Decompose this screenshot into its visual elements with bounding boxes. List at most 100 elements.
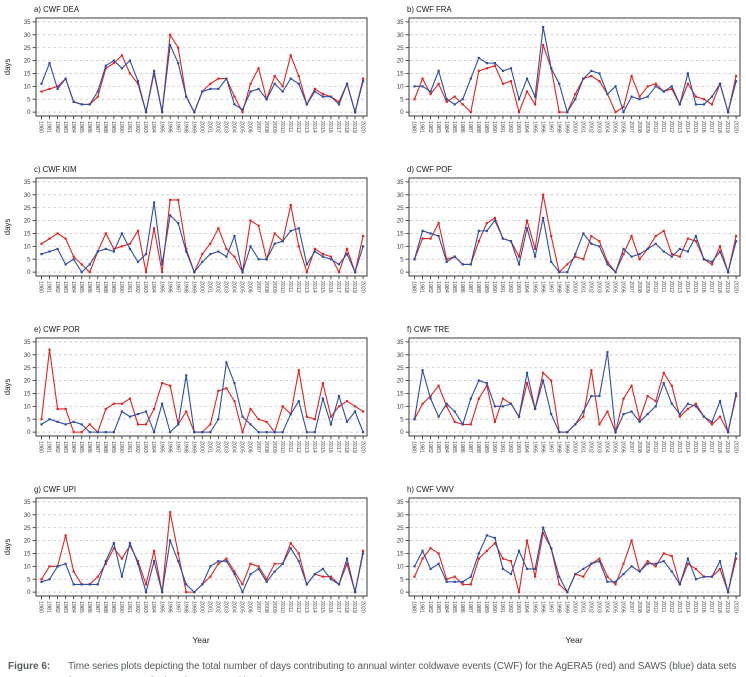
y-tick-label: 35 xyxy=(24,19,31,26)
x-tick-label: 1997 xyxy=(547,601,553,613)
y-axis-label: days xyxy=(3,379,12,396)
x-tick-label: 1997 xyxy=(547,441,553,453)
data-point-agera5 xyxy=(136,229,140,232)
data-point-agera5 xyxy=(185,591,188,594)
data-point-agera5 xyxy=(710,423,714,426)
data-point-agera5 xyxy=(501,397,505,400)
data-point-saws xyxy=(421,549,424,552)
data-point-agera5 xyxy=(678,255,681,258)
data-point-agera5 xyxy=(233,255,236,258)
data-point-agera5 xyxy=(209,423,212,426)
x-tick-label: 1995 xyxy=(158,121,164,133)
x-tick-label: 2000 xyxy=(572,601,578,613)
data-point-saws xyxy=(493,405,496,408)
data-point-saws xyxy=(702,103,706,106)
data-point-saws xyxy=(558,431,561,434)
data-point-agera5 xyxy=(421,77,424,80)
data-point-saws xyxy=(289,229,292,232)
data-point-saws xyxy=(136,80,140,83)
data-point-saws xyxy=(485,229,488,232)
data-point-agera5 xyxy=(169,198,172,202)
y-tick-label: 25 xyxy=(24,365,31,372)
data-point-saws xyxy=(72,258,75,261)
x-tick-label: 1996 xyxy=(166,281,172,293)
data-point-saws xyxy=(209,565,212,568)
x-tick-label: 2016 xyxy=(327,121,333,133)
data-point-agera5 xyxy=(654,82,657,85)
data-point-saws xyxy=(144,252,148,256)
x-tick-label: 2020 xyxy=(732,121,738,133)
x-tick-label: 1986 xyxy=(86,441,92,453)
x-tick-label: 2009 xyxy=(644,601,650,613)
x-tick-label: 1991 xyxy=(499,121,505,133)
data-point-saws xyxy=(702,415,706,418)
data-point-agera5 xyxy=(453,575,456,578)
data-point-saws xyxy=(646,95,649,98)
y-tick-label: 15 xyxy=(24,71,31,78)
data-point-saws xyxy=(686,250,689,253)
x-tick-label: 1990 xyxy=(491,281,497,293)
x-tick-label: 2016 xyxy=(700,441,706,453)
data-point-agera5 xyxy=(112,247,115,251)
data-point-saws xyxy=(590,242,593,245)
data-point-agera5 xyxy=(225,247,228,251)
data-point-agera5 xyxy=(64,237,67,240)
x-tick-label: 1987 xyxy=(94,121,100,133)
data-point-saws xyxy=(96,90,99,93)
y-tick-label: 25 xyxy=(397,205,404,212)
data-point-saws xyxy=(686,557,689,560)
x-tick-label: 2002 xyxy=(215,281,221,293)
data-point-saws xyxy=(501,567,505,571)
x-tick-label: 1982 xyxy=(427,281,433,293)
data-point-agera5 xyxy=(313,87,316,91)
x-tick-label: 1990 xyxy=(491,441,497,453)
data-point-saws xyxy=(144,410,148,413)
x-tick-label: 2010 xyxy=(652,441,658,453)
data-point-saws xyxy=(646,562,649,565)
data-point-saws xyxy=(64,562,67,565)
data-point-agera5 xyxy=(40,90,43,93)
data-point-agera5 xyxy=(136,82,140,85)
data-point-agera5 xyxy=(257,224,260,227)
x-tick-label: 2011 xyxy=(287,441,293,452)
x-tick-label: 2003 xyxy=(596,121,602,133)
x-tick-label: 2010 xyxy=(279,441,285,453)
data-point-agera5 xyxy=(128,72,132,75)
data-point-agera5 xyxy=(662,552,665,555)
data-point-agera5 xyxy=(590,74,593,78)
x-tick-label: 2005 xyxy=(612,121,618,133)
x-tick-label: 2003 xyxy=(596,281,602,293)
data-point-saws xyxy=(678,103,681,106)
chart-svg-h: h) CWF VWV 0 5 10 15 20 25 30 35 1980 1981 1982 1983… xyxy=(397,485,741,645)
x-tick-label: 2004 xyxy=(604,441,610,453)
x-tick-label: 2005 xyxy=(239,441,245,453)
data-point-saws xyxy=(64,77,67,80)
data-point-saws xyxy=(233,234,236,238)
data-point-agera5 xyxy=(241,583,244,586)
data-point-saws xyxy=(550,67,553,70)
x-tick-label: 1991 xyxy=(126,281,132,293)
x-tick-label: 1999 xyxy=(190,281,196,293)
x-tick-label: 2008 xyxy=(636,601,642,613)
data-point-agera5 xyxy=(566,263,569,266)
data-point-agera5 xyxy=(525,539,529,542)
plot-border xyxy=(35,177,368,277)
data-point-saws xyxy=(710,95,714,98)
data-point-saws xyxy=(469,397,472,400)
x-tick-label: 1989 xyxy=(483,601,489,613)
y-tick-label: 20 xyxy=(397,538,404,545)
data-point-agera5 xyxy=(694,402,697,405)
x-tick-label: 2012 xyxy=(295,281,301,293)
data-point-agera5 xyxy=(233,95,236,98)
data-point-agera5 xyxy=(445,405,448,408)
x-tick-label: 2020 xyxy=(732,601,738,613)
data-point-saws xyxy=(485,382,488,385)
data-point-saws xyxy=(493,62,496,65)
data-point-saws xyxy=(726,111,730,114)
x-tick-label: 1994 xyxy=(150,121,156,133)
data-point-saws xyxy=(329,578,333,581)
data-point-agera5 xyxy=(598,240,601,243)
x-tick-label: 1989 xyxy=(110,121,116,133)
data-point-saws xyxy=(566,431,569,434)
data-point-saws xyxy=(345,252,349,256)
